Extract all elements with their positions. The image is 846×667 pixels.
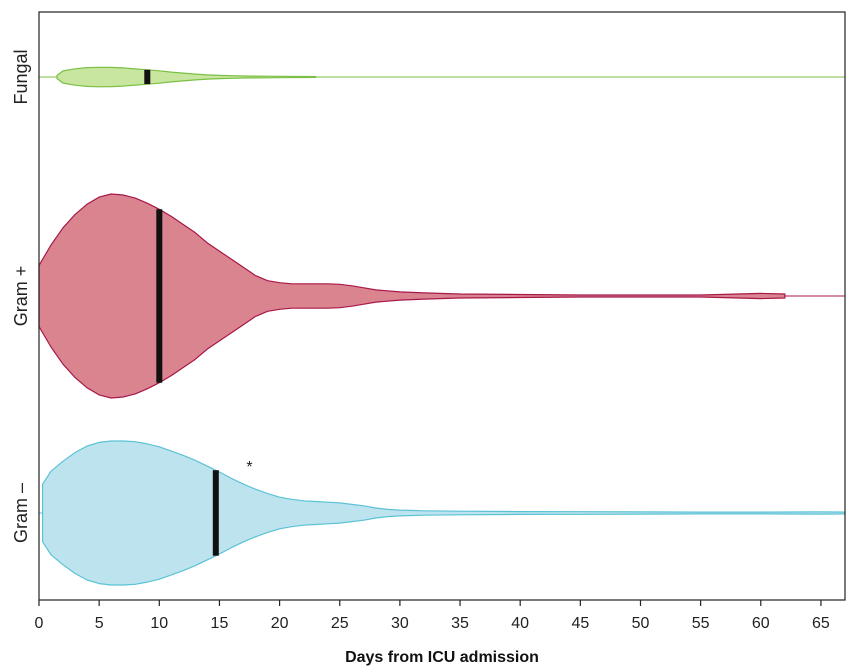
x-axis: 0 5 10 15 20 25 30 35 40 45 50 55 60 65 (35, 600, 830, 632)
x-tick-label-65: 65 (812, 615, 830, 632)
x-tick-label-30: 30 (391, 615, 409, 632)
x-tick-label-25: 25 (331, 615, 349, 632)
x-tick-label-15: 15 (211, 615, 229, 632)
x-tick-label-10: 10 (150, 615, 168, 632)
violin-body-fungal (56, 66, 317, 88)
median-bar-fungal (144, 69, 151, 85)
violin-gram (39, 440, 846, 586)
annotation-asterisk: * (246, 459, 252, 476)
violin-gram (38, 193, 845, 399)
category-label-fungal: Fungal (11, 49, 31, 104)
violin-fungal (39, 66, 845, 88)
violin-body-gram (38, 193, 786, 399)
x-tick-label-35: 35 (451, 615, 469, 632)
plot-frame (38, 11, 846, 601)
x-tick-label-50: 50 (632, 615, 650, 632)
median-bar-gram (212, 470, 219, 556)
violin-body-gram (42, 440, 846, 586)
x-tick-label-55: 55 (692, 615, 710, 632)
x-tick-label-45: 45 (571, 615, 589, 632)
violins-layer (38, 66, 846, 586)
x-tick-label-5: 5 (95, 615, 104, 632)
median-bar-gram (156, 209, 163, 383)
category-label-gram: Gram + (11, 266, 31, 327)
x-tick-label-20: 20 (271, 615, 289, 632)
x-tick-label-0: 0 (35, 615, 44, 632)
category-label-gram: Gram – (11, 483, 31, 543)
x-axis-title: Days from ICU admission (345, 649, 539, 666)
x-tick-label-60: 60 (752, 615, 770, 632)
x-tick-label-40: 40 (511, 615, 529, 632)
category-labels: Fungal Gram + Gram – (11, 49, 31, 543)
